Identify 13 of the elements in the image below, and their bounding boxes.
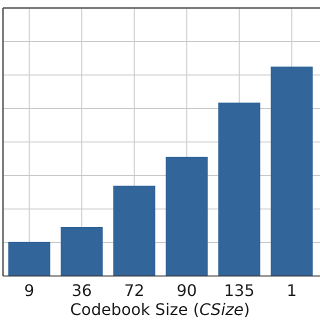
x-tick-label: 36 <box>72 281 92 300</box>
x-tick-label: 90 <box>176 281 197 300</box>
bar <box>218 102 260 276</box>
bar <box>8 242 50 276</box>
x-tick-label: 135 <box>224 281 255 300</box>
x-tick-label: 1 <box>286 281 297 300</box>
x-tick-label: 72 <box>124 281 144 300</box>
bar <box>60 227 103 276</box>
bar <box>113 186 156 276</box>
x-tick-label: 9 <box>24 281 34 300</box>
x-axis-title: Codebook Size (CSize) <box>70 300 250 319</box>
bar <box>166 156 208 276</box>
bar <box>270 66 313 276</box>
